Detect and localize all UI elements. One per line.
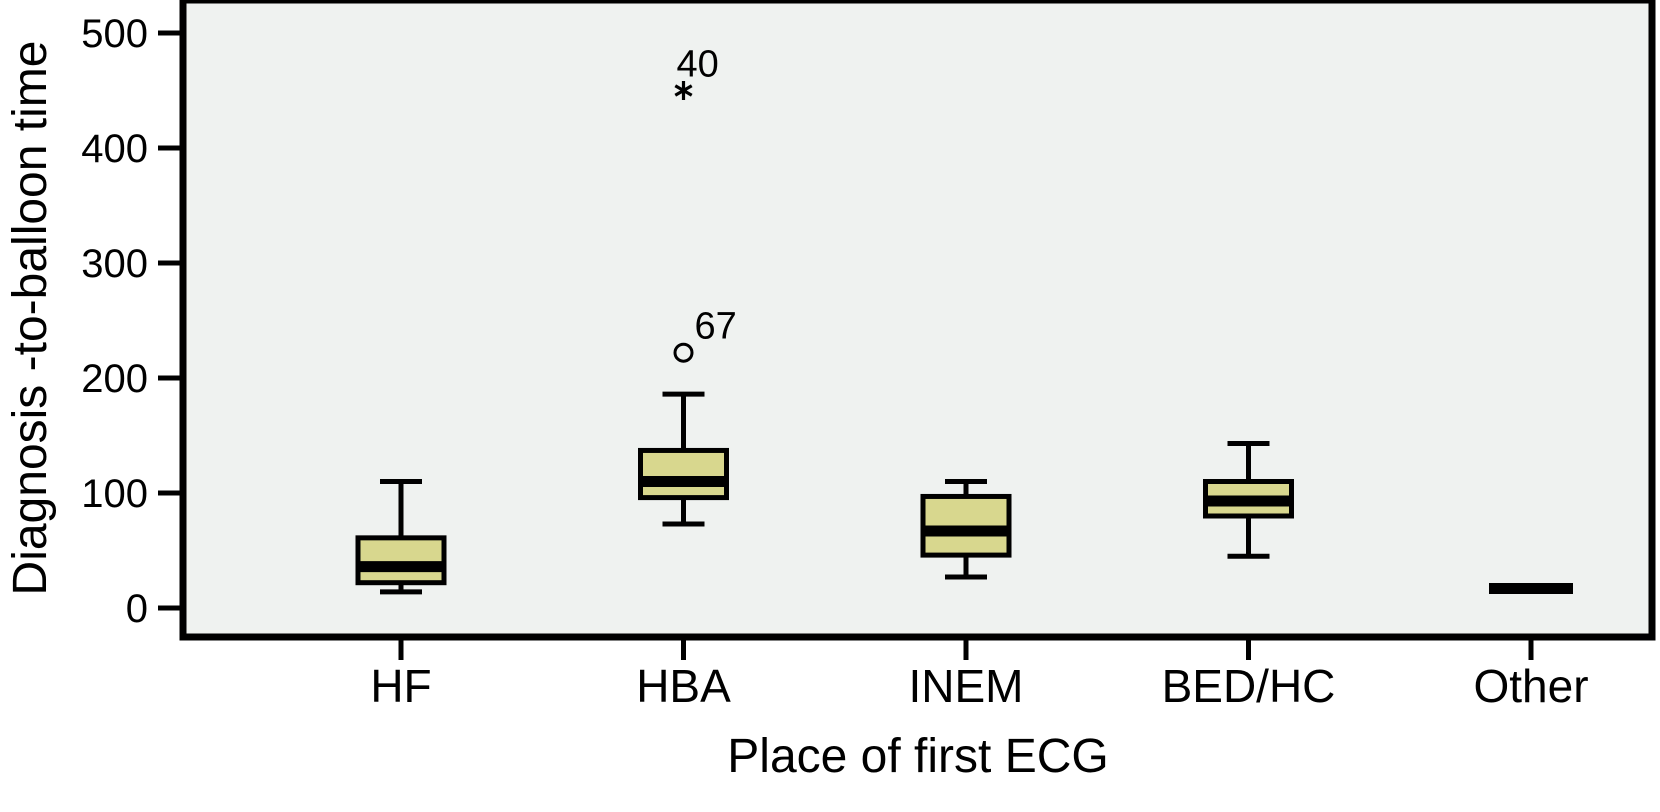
x-tick-label: HBA	[636, 660, 731, 712]
box	[638, 447, 729, 501]
y-tick-label: 200	[81, 357, 148, 401]
y-tick-label: 100	[81, 472, 148, 516]
y-tick-label: 400	[81, 127, 148, 171]
box	[355, 535, 447, 586]
x-axis-title: Place of first ECG	[727, 730, 1108, 783]
x-tick-label: BED/HC	[1162, 660, 1336, 712]
plot-area	[179, 0, 1656, 641]
x-tick-label: INEM	[909, 660, 1024, 712]
x-tick-label: HF	[370, 660, 431, 712]
outlier-circle-marker	[673, 342, 694, 363]
x-tick-label: Other	[1473, 660, 1588, 712]
y-axis-title: Diagnosis -to-balloon time	[4, 41, 57, 596]
outlier-asterisk-marker	[674, 84, 693, 97]
outlier-label: 40	[677, 44, 719, 86]
outlier-label: 67	[695, 306, 737, 348]
y-tick-label: 0	[126, 587, 148, 631]
y-tick-label: 500	[81, 12, 148, 56]
y-tick-label: 300	[81, 242, 148, 286]
